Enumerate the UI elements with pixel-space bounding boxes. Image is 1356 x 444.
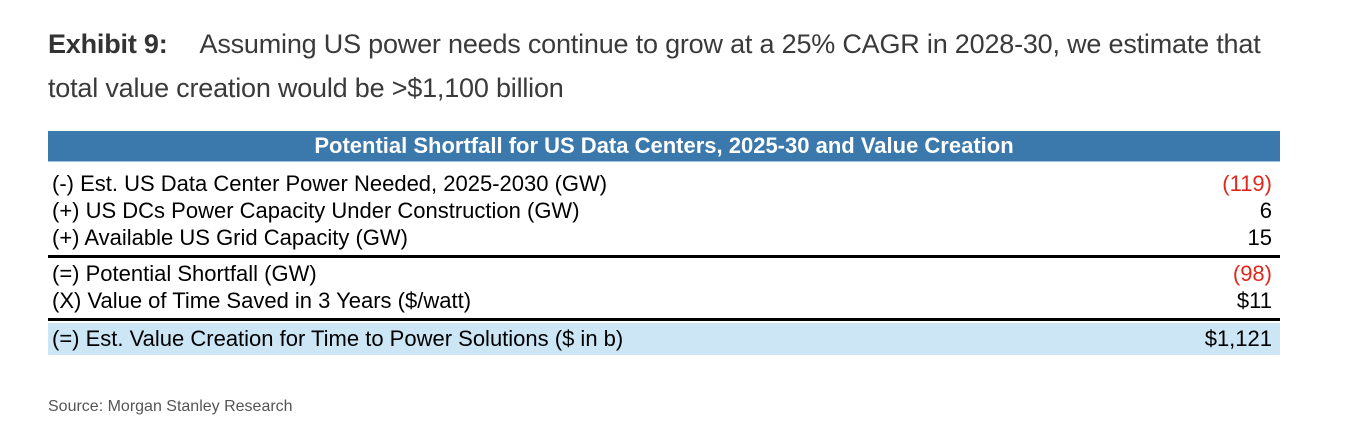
exhibit-label: Exhibit 9:: [48, 29, 168, 59]
row-value: $11: [1236, 288, 1272, 313]
row-label: (=) Potential Shortfall (GW): [52, 261, 317, 286]
row-label: (+) US DCs Power Capacity Under Construc…: [52, 198, 580, 223]
row-value: 6: [1259, 198, 1272, 223]
divider: [48, 318, 1280, 321]
row-label: (+) Available US Grid Capacity (GW): [52, 225, 408, 250]
exhibit-title-text: Assuming US power needs continue to grow…: [48, 29, 1261, 103]
row-value: (119): [1222, 171, 1272, 196]
table-row: (+) Available US Grid Capacity (GW) 15: [48, 224, 1280, 251]
table-header: Potential Shortfall for US Data Centers,…: [48, 131, 1280, 162]
source-note: Source: Morgan Stanley Research: [48, 398, 293, 415]
table-row: (=) Potential Shortfall (GW) (98): [48, 260, 1280, 287]
shortfall-table: Potential Shortfall for US Data Centers,…: [48, 131, 1280, 355]
table-row: (X) Value of Time Saved in 3 Years ($/wa…: [48, 287, 1280, 314]
row-label: (X) Value of Time Saved in 3 Years ($/wa…: [52, 288, 472, 313]
row-value: $1,121: [1204, 326, 1272, 351]
row-value: 15: [1247, 225, 1272, 250]
divider: [48, 255, 1280, 258]
table-row: (-) Est. US Data Center Power Needed, 20…: [48, 170, 1280, 197]
table-row-total: (=) Est. Value Creation for Time to Powe…: [48, 323, 1280, 355]
row-label: (-) Est. US Data Center Power Needed, 20…: [52, 171, 608, 196]
row-label: (=) Est. Value Creation for Time to Powe…: [52, 326, 624, 351]
exhibit-title: Exhibit 9: Assuming US power needs contin…: [48, 22, 1308, 110]
table-row: (+) US DCs Power Capacity Under Construc…: [48, 197, 1280, 224]
row-value: (98): [1232, 261, 1272, 286]
